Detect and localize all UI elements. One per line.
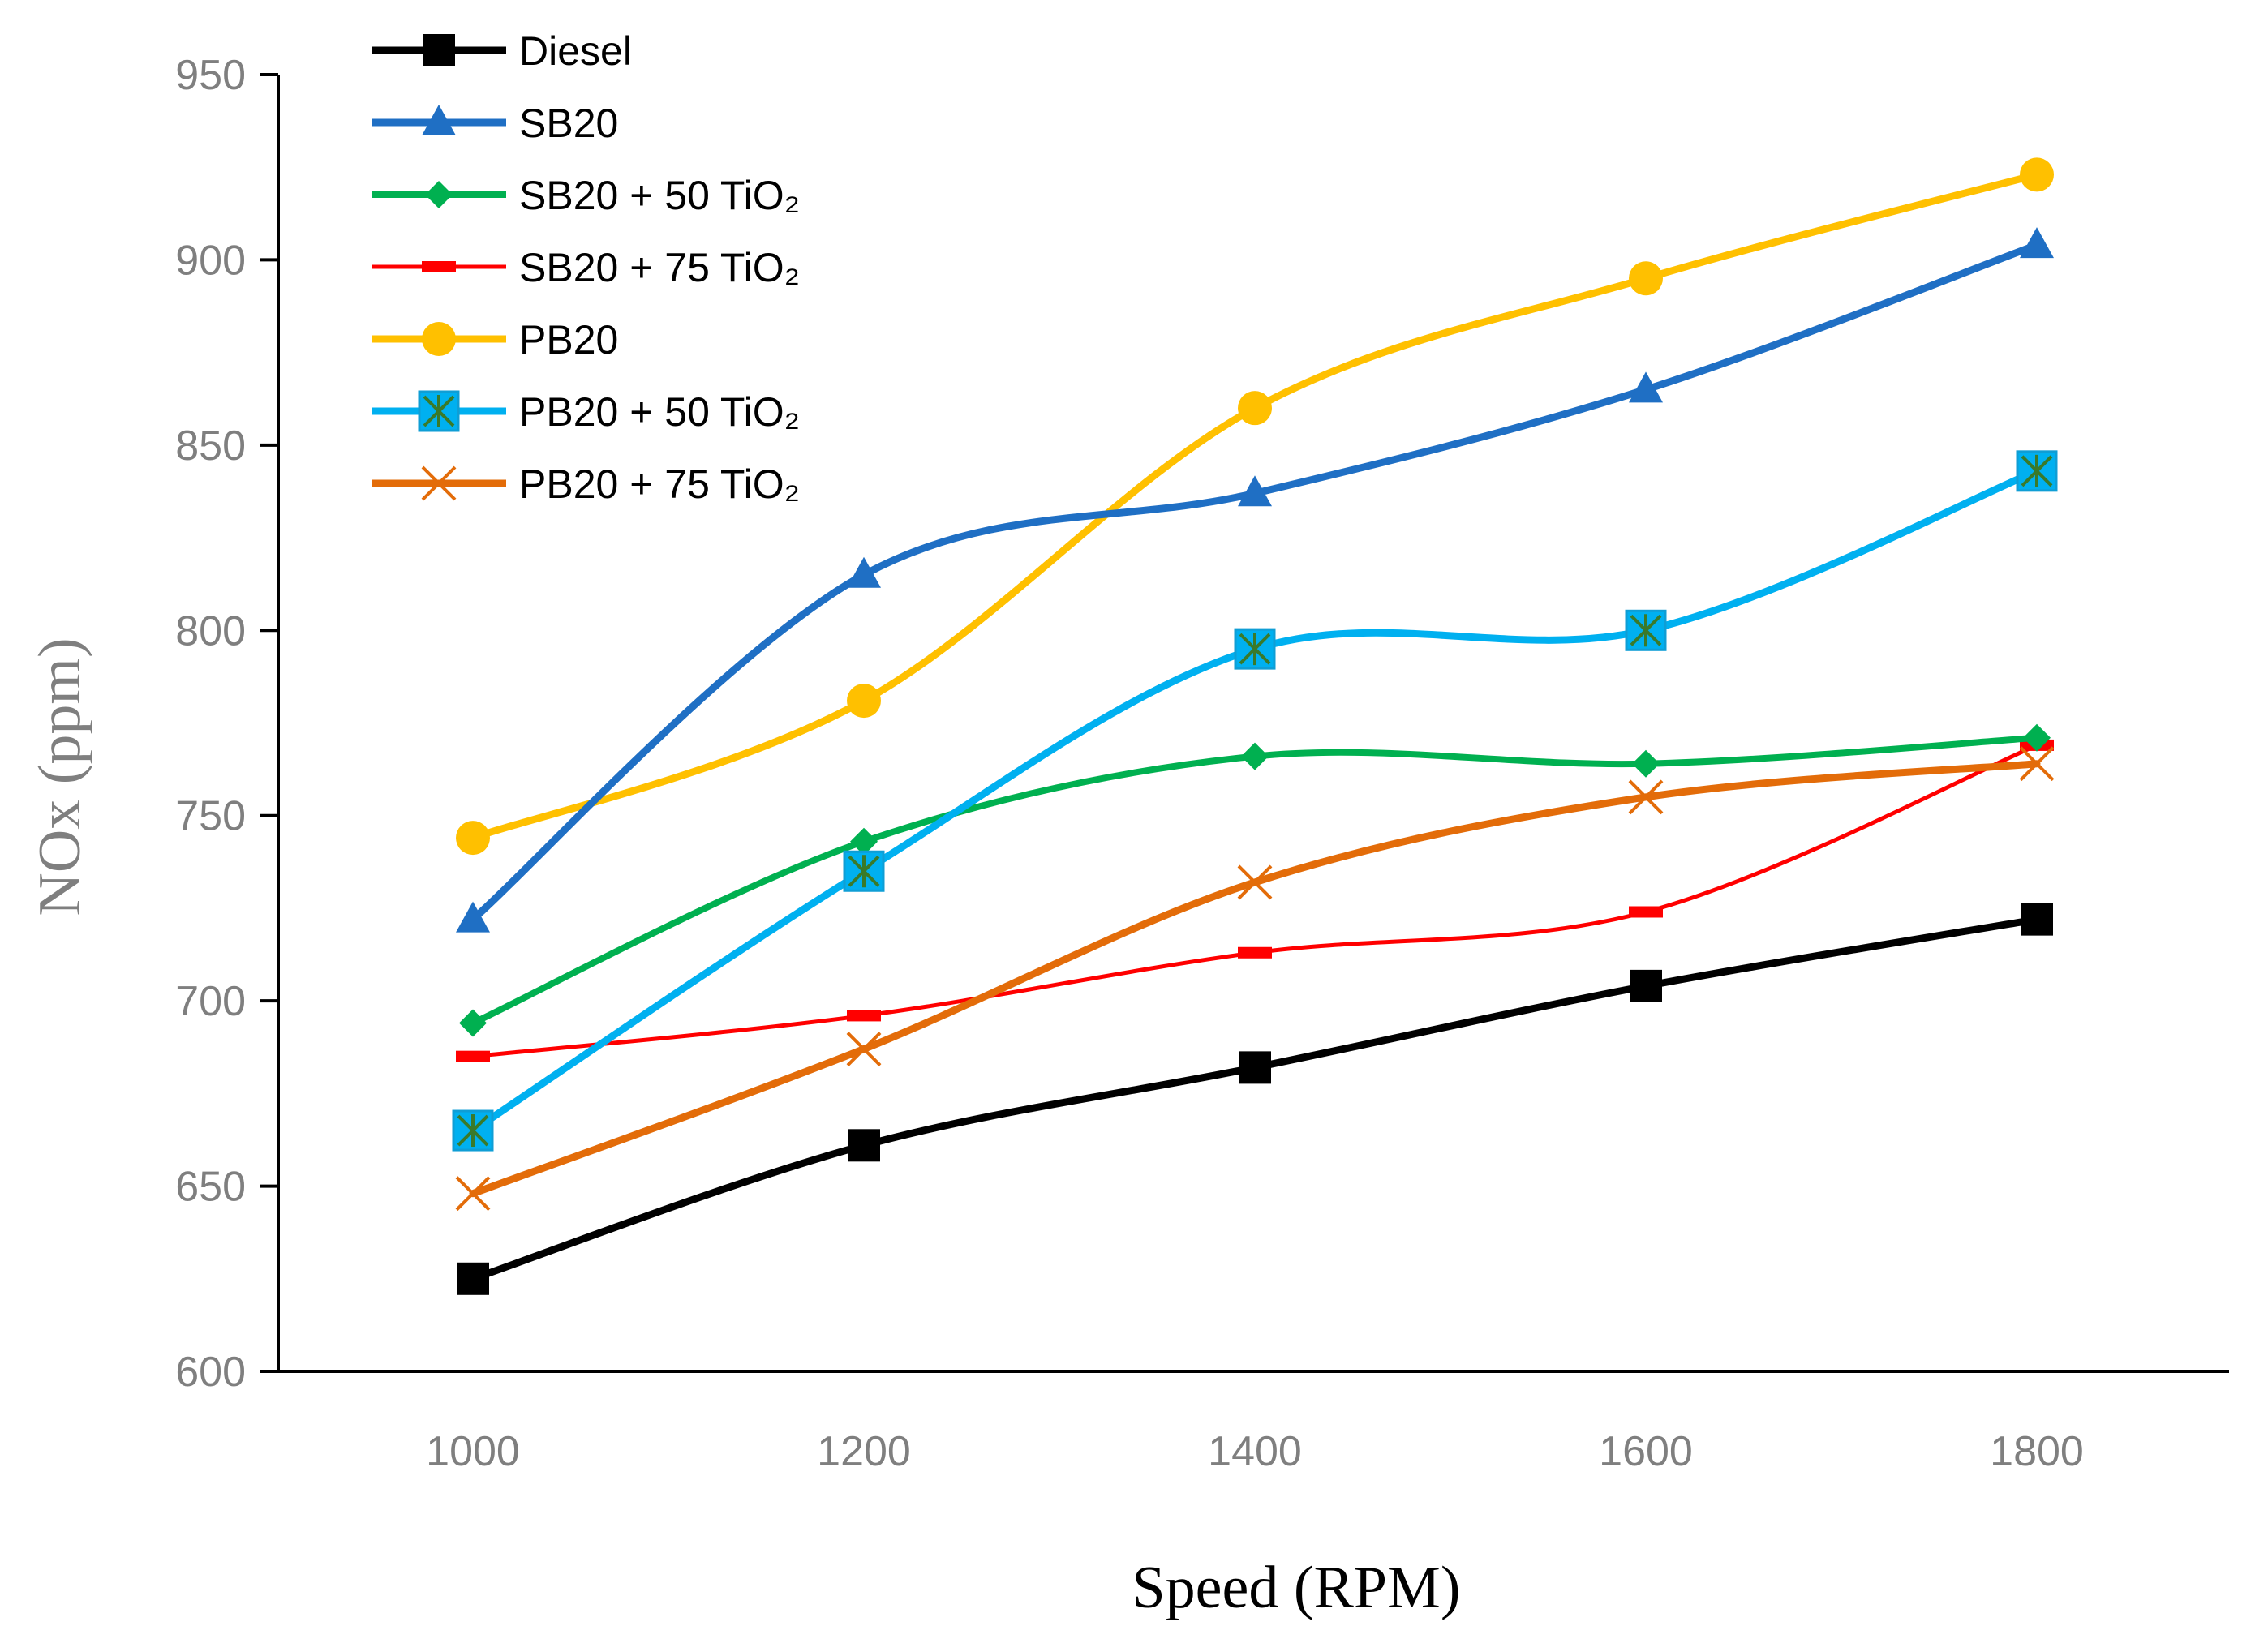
- data-point-pb20-75-tio: [846, 1032, 882, 1066]
- series-sb20-75-tio: [456, 739, 2054, 1062]
- y-axis-title: NOx (ppm): [27, 637, 93, 916]
- x-tick-label: 1800: [1990, 1428, 2084, 1475]
- series-pb20: [456, 157, 2054, 856]
- data-point-sb20-50-tio: [1632, 749, 1660, 778]
- legend-marker: [423, 34, 455, 66]
- x-tick-label: 1200: [817, 1428, 911, 1475]
- data-point-pb20-75-tio: [455, 1176, 491, 1212]
- data-point-sb20-75-tio: [456, 1050, 490, 1062]
- series-line-pb20-75-tio: [469, 760, 2041, 1198]
- legend-item-sb20: SB20: [372, 101, 618, 146]
- y-tick-label: 950: [175, 52, 246, 99]
- legend-marker: [421, 465, 457, 501]
- data-point-sb20-50-tio: [2023, 723, 2051, 752]
- legend-label: PB20: [519, 317, 618, 363]
- series-sb20-50-tio: [459, 723, 2051, 1037]
- legend-label: Diesel: [519, 28, 632, 74]
- data-point-sb20-50-tio: [850, 827, 878, 856]
- y-tick-label: 700: [175, 978, 246, 1025]
- legend-marker: [418, 390, 460, 432]
- legend-marker: [422, 322, 456, 356]
- data-point-sb20-50-tio: [459, 1009, 487, 1037]
- legend-label: SB20 + 50 TiO₂: [519, 173, 800, 218]
- y-tick-label: 600: [175, 1349, 246, 1396]
- legend-label: SB20: [519, 101, 618, 146]
- data-point-pb20-75-tio: [2019, 746, 2055, 782]
- data-point-pb20-50-tio: [843, 850, 885, 892]
- y-tick-label: 800: [175, 607, 246, 654]
- data-point-sb20: [847, 556, 881, 588]
- series-line-sb20: [469, 241, 2041, 924]
- data-point-pb20: [2020, 157, 2054, 192]
- series-diesel: [457, 903, 2053, 1295]
- y-ticks: 600 650 700 750 800 850 900 950: [175, 52, 278, 1396]
- y-tick-label: 850: [175, 423, 246, 470]
- data-point-diesel: [457, 1262, 489, 1295]
- data-point-diesel: [1239, 1051, 1271, 1084]
- legend-label: SB20 + 75 TiO₂: [519, 245, 800, 290]
- x-ticks: 1000 1200 1400 1600 1800: [426, 1428, 2084, 1475]
- series-pb20-75-tio: [455, 746, 2055, 1212]
- data-point-pb20-50-tio: [2016, 450, 2058, 492]
- legend-label: PB20 + 75 TiO₂: [519, 461, 800, 507]
- data-point-sb20: [456, 901, 490, 933]
- legend-item-sb20-75-tio: SB20 + 75 TiO₂: [372, 245, 800, 290]
- data-point-sb20-75-tio: [847, 1010, 881, 1022]
- data-point-sb20-50-tio: [1241, 742, 1269, 770]
- legend-item-diesel: Diesel: [372, 28, 632, 74]
- legend-label: PB20 + 50 TiO₂: [519, 389, 800, 435]
- data-point-pb20-50-tio: [452, 1109, 494, 1152]
- data-point-sb20: [1629, 371, 1663, 403]
- data-point-diesel: [1630, 969, 1662, 1002]
- series-line-sb20-75-tio: [470, 743, 2039, 1059]
- data-point-sb20: [1238, 475, 1272, 507]
- data-point-diesel: [848, 1129, 880, 1162]
- y-tick-label: 900: [175, 237, 246, 284]
- y-tick-label: 750: [175, 793, 246, 840]
- x-axis-title: Speed (RPM): [1132, 1555, 1461, 1621]
- data-point-pb20: [456, 821, 490, 856]
- data-point-pb20-50-tio: [1625, 609, 1667, 651]
- legend-item-pb20: PB20: [372, 317, 618, 363]
- data-point-pb20: [1629, 261, 1663, 296]
- data-point-diesel: [2021, 903, 2053, 936]
- data-point-pb20: [847, 684, 881, 719]
- y-tick-label: 650: [175, 1164, 246, 1211]
- legend-marker: [425, 181, 453, 208]
- legend-item-pb20-50-tio: PB20 + 50 TiO₂: [372, 389, 800, 435]
- data-point-sb20: [2020, 227, 2054, 259]
- data-point-pb20: [1238, 391, 1272, 426]
- series-sb20: [456, 227, 2054, 933]
- series-pb20-50-tio: [452, 450, 2058, 1152]
- legend-marker: [422, 105, 456, 135]
- legend: Diesel SB20 SB20 + 50 TiO₂ SB20 + 75 TiO₂ PB…: [372, 28, 800, 507]
- legend-item-pb20-75-tio: PB20 + 75 TiO₂: [372, 461, 800, 507]
- x-tick-label: 1400: [1208, 1428, 1302, 1475]
- data-point-pb20-75-tio: [1628, 779, 1664, 815]
- legend-item-sb20-50-tio: SB20 + 50 TiO₂: [372, 173, 800, 218]
- data-point-pb20-75-tio: [1237, 864, 1273, 900]
- x-tick-label: 1600: [1599, 1428, 1693, 1475]
- axes: [277, 75, 2229, 1373]
- series-layer: [452, 157, 2058, 1295]
- x-tick-label: 1000: [426, 1428, 520, 1475]
- data-point-sb20-75-tio: [1629, 906, 1663, 918]
- legend-marker: [422, 261, 456, 272]
- data-point-sb20-75-tio: [1238, 946, 1272, 959]
- data-point-pb20-50-tio: [1234, 628, 1276, 670]
